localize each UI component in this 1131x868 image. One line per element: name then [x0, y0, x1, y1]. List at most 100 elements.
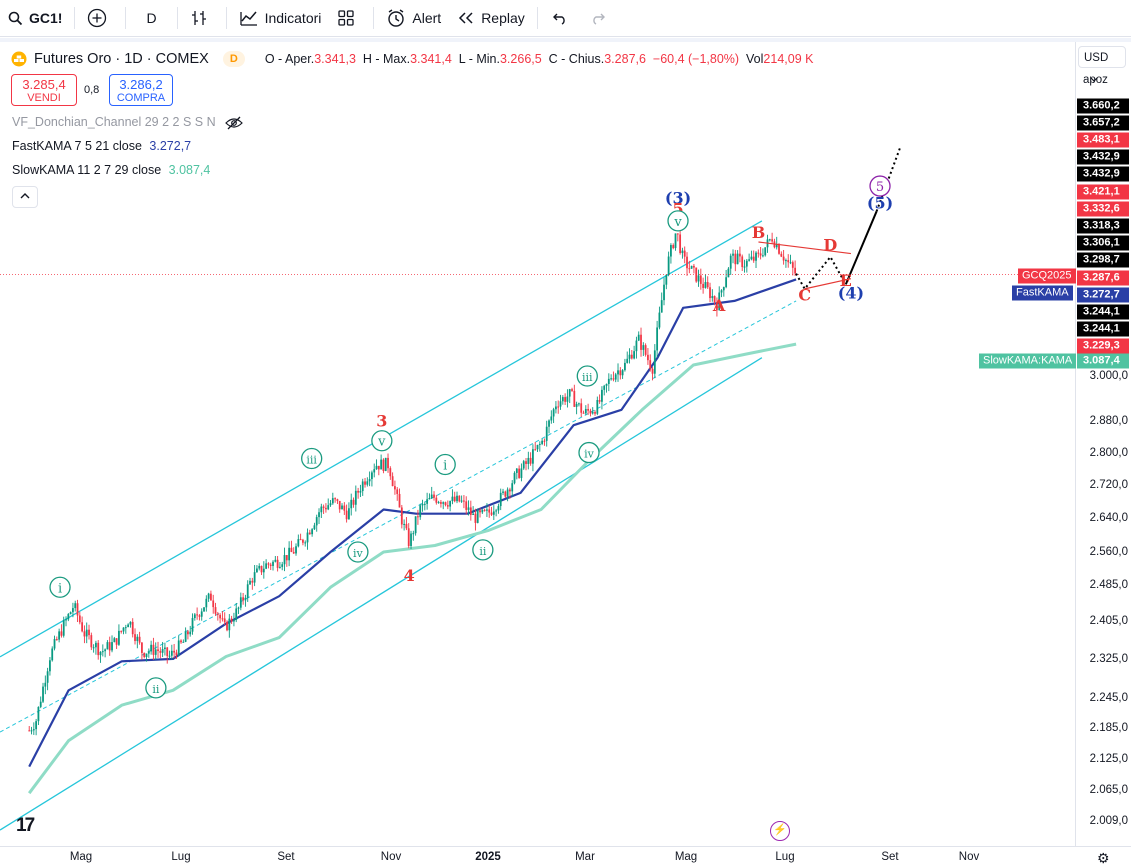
candle-body: [488, 509, 491, 513]
candle-body: [679, 234, 682, 254]
buy-price: 3.286,2: [119, 77, 163, 92]
candle-body: [223, 618, 226, 622]
candle-body: [580, 403, 583, 413]
candle-body: [313, 525, 316, 530]
candle-body: [467, 507, 470, 510]
price-axis-label: 3.421,1: [1077, 184, 1129, 199]
candle-body: [336, 499, 339, 501]
vol-label: Vol: [746, 52, 764, 66]
candle-body: [214, 607, 217, 614]
candle-body: [603, 385, 606, 390]
candle-body: [440, 502, 442, 504]
eye-hidden-icon[interactable]: [225, 116, 243, 130]
candle-body: [371, 472, 373, 480]
candle-body: [357, 490, 360, 493]
candle-body: [589, 410, 592, 414]
chevron-up-icon: [20, 193, 30, 199]
candle-body: [472, 513, 475, 515]
wave-label-text: 3: [376, 411, 387, 430]
candle-body: [154, 649, 157, 655]
tradingview-logo[interactable]: 17: [16, 815, 35, 836]
candle-body: [299, 539, 302, 541]
divider: [536, 7, 538, 29]
candle-body: [417, 516, 419, 518]
candle-body: [198, 615, 201, 617]
candle-body: [722, 287, 725, 291]
candle-body: [308, 532, 311, 535]
candle-body: [697, 275, 700, 282]
candle-body: [458, 495, 461, 502]
candle-body: [384, 457, 387, 471]
replay-button[interactable]: Replay: [449, 0, 533, 37]
candle-body: [129, 621, 132, 625]
candle-body: [366, 481, 369, 485]
symbol-search[interactable]: GC1!: [0, 0, 70, 37]
candle-body: [226, 621, 228, 631]
indicators-label: Indicatori: [264, 10, 322, 26]
candle-body: [329, 503, 332, 506]
candle-body: [143, 652, 146, 657]
price-axis-label: 3.244,1: [1077, 304, 1129, 320]
candle-body: [196, 614, 199, 616]
buy-button[interactable]: 3.286,2 COMPRA: [109, 74, 173, 106]
candle-body: [759, 253, 762, 256]
scale-mode[interactable]: apoz: [1083, 74, 1108, 86]
lightning-icon[interactable]: ⚡: [770, 821, 790, 841]
collapse-legend-button[interactable]: [12, 186, 38, 208]
candle-body: [499, 492, 502, 507]
indicators-icon: [239, 11, 257, 26]
candle-body: [449, 501, 452, 507]
candle-body: [426, 499, 429, 504]
candle-body: [290, 547, 293, 552]
compare-button[interactable]: [79, 0, 121, 37]
candle-body: [288, 547, 291, 561]
candle-body: [693, 265, 695, 268]
wave-label-text: (5): [867, 193, 893, 212]
candle-body: [527, 457, 530, 464]
candle-body: [361, 481, 364, 492]
candle-body: [568, 389, 571, 397]
interval-button[interactable]: D: [130, 0, 172, 37]
divider: [225, 7, 227, 29]
chart-type-button[interactable]: [182, 0, 222, 37]
vol-value: 214,09 K: [763, 52, 814, 66]
candle-body: [377, 465, 380, 470]
candle-body: [670, 245, 672, 257]
wave-label-text: E: [840, 271, 852, 290]
projection-solid-path: [844, 210, 878, 285]
candle-body: [444, 502, 447, 506]
candle-body: [421, 504, 424, 506]
candle-body: [380, 459, 383, 470]
gear-icon[interactable]: ⚙: [1097, 850, 1110, 866]
candle-body: [253, 572, 256, 583]
fast-kama-label: FastKAMA 7 5 21 close: [12, 139, 142, 153]
candle-body: [619, 370, 622, 376]
time-axis[interactable]: Mag Lug Set Nov 2025 Mar Mag Lug Set Nov: [0, 846, 1131, 868]
indicators-button[interactable]: Indicatori: [231, 0, 330, 37]
candle-body: [28, 730, 31, 732]
currency-select[interactable]: USD: [1078, 46, 1126, 82]
sell-button[interactable]: 3.285,4 VENDI: [11, 74, 77, 106]
slow-kama-indicator[interactable]: SlowKAMA 11 2 7 29 close 3.087,4: [12, 163, 210, 177]
wave-label-text: C: [798, 286, 811, 305]
undo-button[interactable]: [542, 0, 582, 37]
fast-kama-indicator[interactable]: FastKAMA 7 5 21 close 3.272,7: [12, 139, 191, 153]
alert-button[interactable]: Alert: [378, 0, 449, 37]
redo-button[interactable]: [582, 0, 622, 37]
wave-label-text: 5: [672, 200, 683, 219]
candle-body: [122, 627, 125, 632]
candle-body: [106, 642, 109, 650]
candle-body: [750, 256, 753, 260]
time-tick-label: Mar: [575, 851, 595, 863]
candle-body: [481, 509, 484, 513]
interval-badge[interactable]: D: [222, 51, 245, 67]
candle-body: [219, 614, 222, 619]
candle-body: [582, 412, 585, 414]
candle-body: [210, 593, 212, 601]
templates-button[interactable]: [329, 0, 369, 37]
donchian-indicator[interactable]: VF_Donchian_Channel 29 2 2 S S N: [12, 115, 243, 130]
candle-body: [373, 469, 376, 473]
candle-body: [642, 345, 645, 350]
fast-kama-value: 3.272,7: [149, 139, 192, 153]
